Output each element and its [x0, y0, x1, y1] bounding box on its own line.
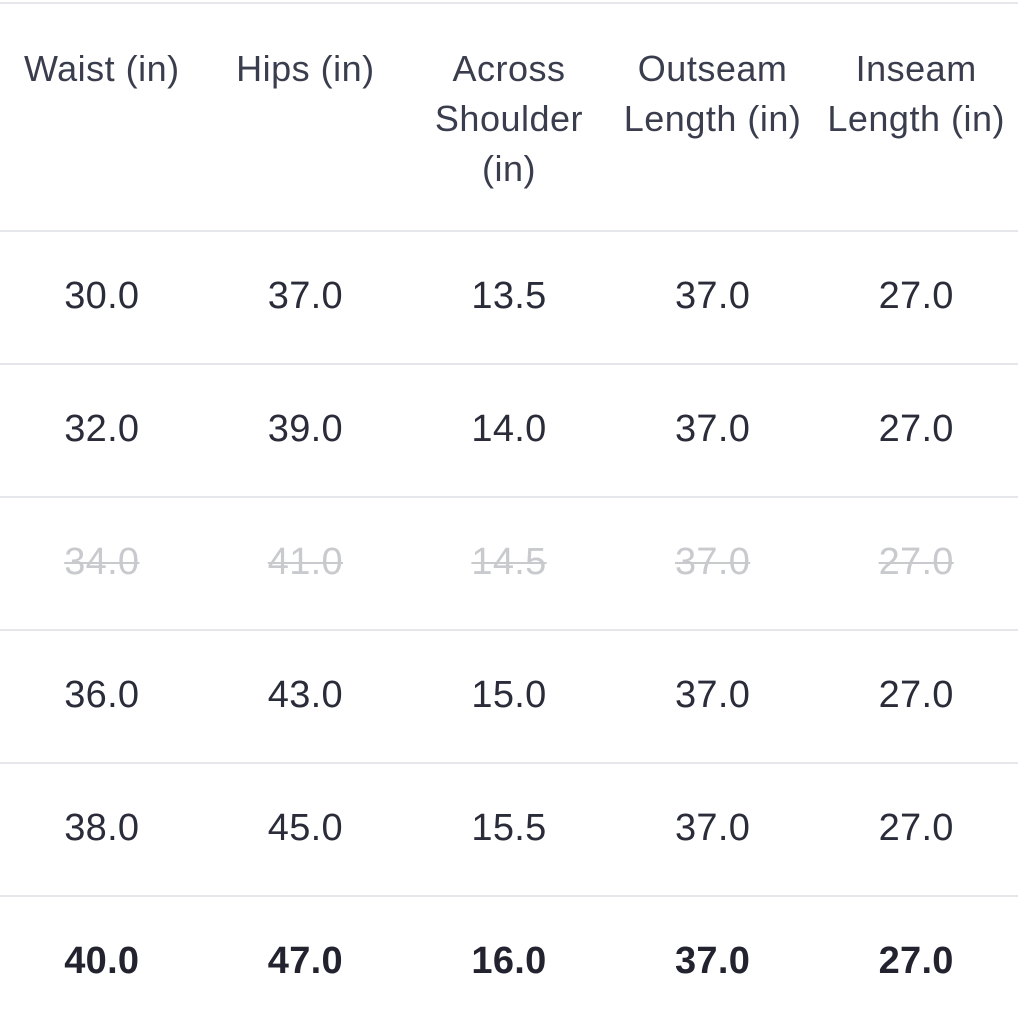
cell-outseam-length: 37.0 — [674, 407, 751, 450]
cell-waist: 36.0 — [64, 673, 140, 716]
cell-waist: 34.0 — [64, 540, 140, 583]
cell-waist: 30.0 — [64, 274, 140, 317]
column-header-across-shoulder: Across Shoulder (in) — [434, 48, 584, 189]
cell-outseam-length: 37.0 — [674, 806, 751, 849]
cell-hips: 47.0 — [267, 939, 343, 982]
cell-inseam-length: 27.0 — [878, 806, 954, 849]
table-top-divider — [0, 2, 1018, 4]
table-row[interactable]: 30.0 37.0 13.5 37.0 27.0 — [0, 230, 1018, 362]
cell-inseam-length: 27.0 — [878, 673, 954, 716]
cell-inseam-length: 27.0 — [878, 540, 954, 583]
table-row[interactable]: 38.0 45.0 15.5 37.0 27.0 — [0, 762, 1018, 894]
cell-inseam-length: 27.0 — [878, 407, 954, 450]
cell-waist: 38.0 — [64, 806, 140, 849]
cell-across-shoulder: 14.0 — [471, 407, 547, 450]
column-header-waist: Waist (in) — [23, 48, 180, 89]
cell-outseam-length: 37.0 — [674, 939, 751, 982]
cell-hips: 45.0 — [267, 806, 343, 849]
column-header-inseam-length: Inseam Length (in) — [827, 48, 1005, 139]
table-row[interactable]: 36.0 43.0 15.0 37.0 27.0 — [0, 629, 1018, 761]
column-header-outseam-length: Outseam Length (in) — [623, 48, 802, 139]
cell-hips: 37.0 — [267, 274, 343, 317]
cell-across-shoulder: 16.0 — [471, 939, 547, 982]
table-row[interactable]: 32.0 39.0 14.0 37.0 27.0 — [0, 363, 1018, 495]
cell-waist: 40.0 — [64, 939, 140, 982]
cell-across-shoulder: 14.5 — [471, 540, 547, 583]
cell-outseam-length: 37.0 — [674, 274, 751, 317]
cell-inseam-length: 27.0 — [878, 274, 954, 317]
table-row-unavailable: 34.0 41.0 14.5 37.0 27.0 — [0, 496, 1018, 628]
cell-across-shoulder: 13.5 — [471, 274, 547, 317]
table-row-selected[interactable]: 40.0 47.0 16.0 37.0 27.0 — [0, 895, 1018, 1027]
cell-across-shoulder: 15.5 — [471, 806, 547, 849]
cell-outseam-length: 37.0 — [674, 540, 751, 583]
cell-hips: 39.0 — [267, 407, 343, 450]
column-header-hips: Hips (in) — [236, 48, 375, 89]
cell-hips: 41.0 — [267, 540, 343, 583]
table-header-row: Waist (in) Hips (in) Across Shoulder (in… — [0, 4, 1018, 228]
cell-across-shoulder: 15.0 — [471, 673, 547, 716]
cell-inseam-length: 27.0 — [878, 939, 954, 982]
cell-outseam-length: 37.0 — [674, 673, 751, 716]
cell-waist: 32.0 — [64, 407, 140, 450]
cell-hips: 43.0 — [267, 673, 343, 716]
